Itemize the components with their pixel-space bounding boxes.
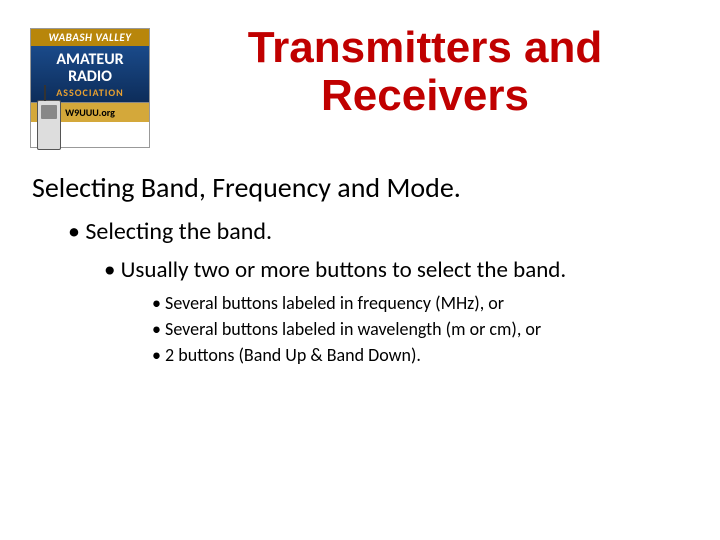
logo-line2: RADIO: [31, 69, 149, 86]
bullet-level3: 2 buttons (Band Up & Band Down).: [152, 344, 690, 366]
section-heading: Selecting Band, Frequency and Mode.: [32, 170, 690, 205]
bullet-level1: Selecting the band.: [68, 217, 690, 246]
club-logo: WABASH VALLEY AMATEUR RADIO ASSOCIATION …: [30, 28, 150, 148]
bullet-level3: Several buttons labeled in wavelength (m…: [152, 318, 690, 340]
logo-sub: ASSOCIATION: [31, 88, 149, 99]
bullet-level3: Several buttons labeled in frequency (MH…: [152, 292, 690, 314]
slide-body: Selecting Band, Frequency and Mode. Sele…: [32, 170, 690, 370]
logo-main: AMATEUR RADIO ASSOCIATION: [31, 46, 149, 102]
bullet-level2: Usually two or more buttons to select th…: [104, 256, 690, 284]
slide-title: Transmitters and Receivers: [160, 24, 690, 119]
logo-top-banner: WABASH VALLEY: [31, 29, 149, 46]
handheld-radio-icon: [37, 100, 61, 150]
